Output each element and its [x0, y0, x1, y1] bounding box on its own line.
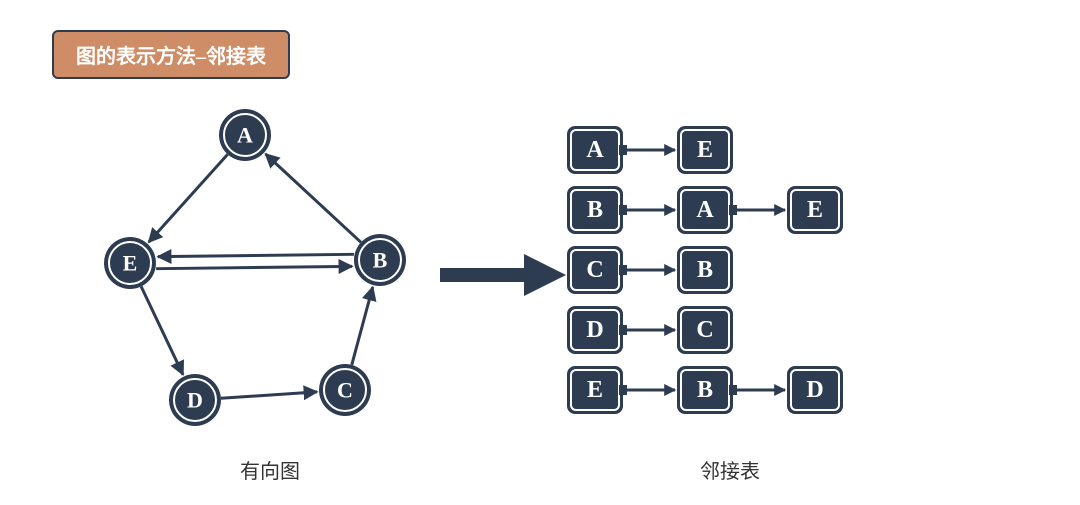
- node-C: C: [319, 364, 371, 416]
- diagram-stage: A B C D E A E B A E C B D C E B D: [0, 0, 1080, 505]
- adj-box-label: B: [697, 377, 713, 403]
- edge-A-E: [149, 154, 228, 242]
- node-A: A: [219, 109, 271, 161]
- adj-box-label: E: [697, 137, 713, 163]
- edge-C-B: [352, 287, 373, 365]
- edge-B-A: [266, 154, 361, 242]
- node-B: B: [354, 234, 406, 286]
- node-label: A: [237, 123, 253, 148]
- adj-box-label: B: [587, 197, 603, 223]
- adj-box-label: E: [587, 377, 603, 403]
- adj-box-label: A: [696, 197, 714, 223]
- adj-box-head-C: C: [567, 246, 623, 294]
- adj-box-label: C: [586, 257, 603, 283]
- adj-box-A-0-E: E: [677, 126, 733, 174]
- adj-box-label: B: [697, 257, 713, 283]
- adj-box-label: C: [696, 317, 713, 343]
- node-E: E: [104, 237, 156, 289]
- graph-edges: [141, 154, 373, 398]
- adj-box-head-A: A: [567, 126, 623, 174]
- node-label: D: [187, 388, 203, 413]
- adj-box-D-0-C: C: [677, 306, 733, 354]
- adj-box-label: D: [586, 317, 603, 343]
- edge-E-D: [141, 286, 183, 374]
- node-label: C: [337, 378, 353, 403]
- edge-E-B: [156, 266, 352, 268]
- adj-box-label: D: [806, 377, 823, 403]
- adj-box-B-0-A: A: [677, 186, 733, 234]
- adjacency-caption: 邻接表: [700, 455, 760, 484]
- adj-box-head-B: B: [567, 186, 623, 234]
- adj-box-label: A: [586, 137, 604, 163]
- adj-box-B-1-E: E: [787, 186, 843, 234]
- edge-D-C: [221, 392, 317, 398]
- node-D: D: [169, 374, 221, 426]
- node-label: E: [123, 251, 138, 276]
- adj-box-head-D: D: [567, 306, 623, 354]
- adj-box-head-E: E: [567, 366, 623, 414]
- node-label: B: [373, 248, 388, 273]
- adj-box-E-0-B: B: [677, 366, 733, 414]
- adjacency-list: A E B A E C B D C E B D: [567, 126, 843, 414]
- adj-box-E-1-D: D: [787, 366, 843, 414]
- edge-B-E: [158, 254, 354, 256]
- adj-box-C-0-B: B: [677, 246, 733, 294]
- adj-box-label: E: [807, 197, 823, 223]
- graph-caption: 有向图: [240, 455, 300, 484]
